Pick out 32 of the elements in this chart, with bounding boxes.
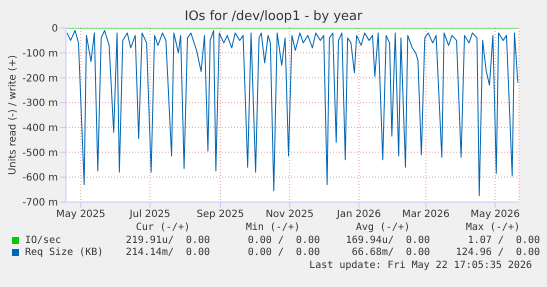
text: 214.14m/ 0.00 xyxy=(126,247,210,258)
x-tick-label: Mar 2026 xyxy=(402,209,450,220)
legend-label: IO/sec xyxy=(25,235,62,246)
text: Max (-/+) xyxy=(464,222,520,233)
y-tick-label: 0 xyxy=(52,24,58,35)
x-tick-label: May 2026 xyxy=(470,209,520,220)
y-tick-label: -500 m xyxy=(22,148,58,159)
text: 219.91u/ 0.00 xyxy=(124,235,210,246)
x-tick-label: Jul 2025 xyxy=(128,209,170,220)
y-tick-label: -300 m xyxy=(22,98,58,110)
text: 0.00 / 0.00 xyxy=(248,247,320,258)
text: 0.00 / 0.00 xyxy=(248,235,320,246)
text: Cur (-/+) xyxy=(134,222,190,233)
x-tick-label: Nov 2025 xyxy=(266,209,314,220)
text: 66.68m/ 0.00 xyxy=(352,247,430,258)
text: 1.07 / 0.00 xyxy=(468,235,540,246)
y-tick-label: -700 m xyxy=(22,198,58,209)
text: Last update: Fri May 22 17:05:35 2026 xyxy=(309,260,532,271)
x-tick-label: Sep 2025 xyxy=(196,209,244,220)
y-tick-label: -600 m xyxy=(22,172,58,184)
x-tick-label: Jan 2026 xyxy=(336,209,381,220)
chart-title: IOs for /dev/loop1 - by year xyxy=(184,9,364,24)
y-axis-title: Units read (-) / write (+) xyxy=(8,54,18,176)
y-tick-label: -100 m xyxy=(22,48,58,60)
text: 124.96 / 0.00 xyxy=(456,247,540,258)
y-tick-label: -200 m xyxy=(22,73,58,84)
y-tick-label: -400 m xyxy=(22,122,58,134)
x-tick-label: May 2025 xyxy=(56,209,106,220)
text: 169.94u/ 0.00 xyxy=(346,235,430,246)
legend-label: Req Size (KB) xyxy=(25,247,104,258)
text: Min (-/+) xyxy=(244,222,300,233)
text: Avg (-/+) xyxy=(354,222,410,233)
